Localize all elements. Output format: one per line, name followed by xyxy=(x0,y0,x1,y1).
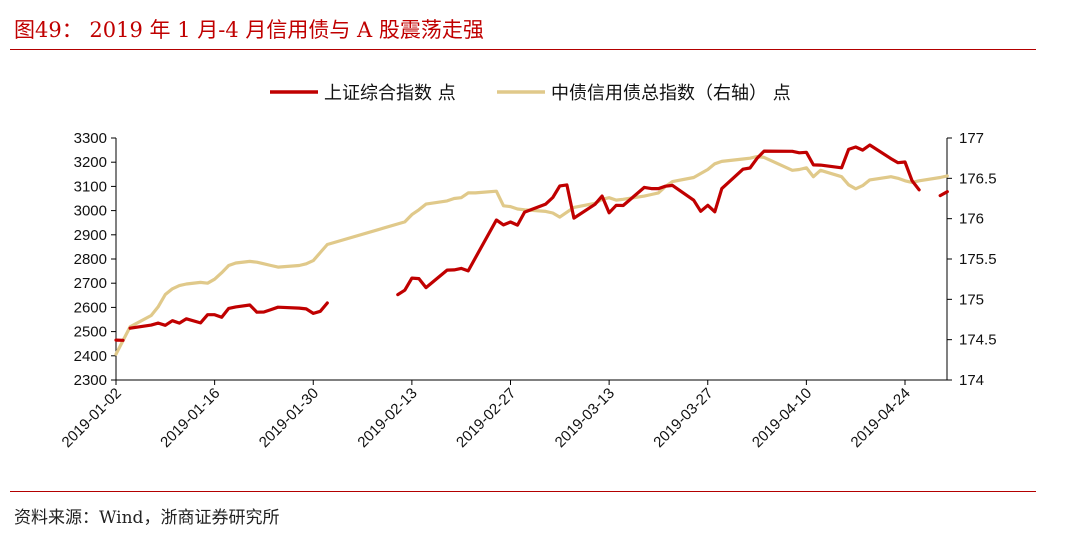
y-left-tick-label: 2400 xyxy=(74,348,107,365)
title-divider xyxy=(10,49,1036,50)
y-left-tick-label: 2500 xyxy=(74,324,107,341)
series-line-shanghai-composite xyxy=(938,190,949,198)
y-left-tick-label: 3200 xyxy=(74,154,107,171)
y-left-tick-label: 2700 xyxy=(74,275,107,292)
figure-title: 图49： 2019 年 1 月-4 月信用债与 A 股震荡走强 xyxy=(14,18,484,42)
series-line-shanghai-composite xyxy=(128,301,329,330)
y-left-tick-label: 2600 xyxy=(74,299,107,316)
x-tick-label: 2019-02-13 xyxy=(354,385,420,451)
x-tick-label: 2019-03-27 xyxy=(650,385,716,451)
x-tick-label: 2019-04-24 xyxy=(848,385,914,451)
y-left-tick-label: 2800 xyxy=(74,251,107,268)
y-right-tick-label: 176 xyxy=(959,211,984,228)
y-left-tick-label: 3100 xyxy=(74,178,107,195)
x-tick-label: 2019-01-30 xyxy=(256,385,322,451)
x-tick-label: 2019-04-10 xyxy=(749,385,815,451)
y-right-tick-label: 177 xyxy=(959,130,984,147)
x-tick-label: 2019-01-16 xyxy=(157,385,223,451)
legend-label-credit-bond-index: 中债信用债总指数（右轴） 点 xyxy=(551,83,791,104)
y-right-tick-label: 176.5 xyxy=(959,170,997,187)
series-line-shanghai-composite xyxy=(396,143,921,297)
footer-divider xyxy=(10,491,1036,492)
y-left-tick-label: 3000 xyxy=(74,203,107,220)
x-tick-label: 2019-01-02 xyxy=(59,385,125,451)
x-tick-label: 2019-03-13 xyxy=(552,385,618,451)
series-line-credit-bond-index xyxy=(114,155,949,356)
y-left-tick-label: 3300 xyxy=(74,130,107,147)
x-tick-label: 2019-02-27 xyxy=(453,385,519,451)
legend-label-shanghai-composite: 上证综合指数 点 xyxy=(324,83,456,104)
source-note: 资料来源：Wind，浙商证券研究所 xyxy=(14,508,280,528)
y-left-tick-label: 2900 xyxy=(74,227,107,244)
y-right-tick-label: 174.5 xyxy=(959,332,997,349)
y-right-tick-label: 175.5 xyxy=(959,251,997,268)
y-left-tick-label: 2300 xyxy=(74,372,107,389)
y-right-tick-label: 175 xyxy=(959,291,984,308)
y-right-tick-label: 174 xyxy=(959,372,984,389)
